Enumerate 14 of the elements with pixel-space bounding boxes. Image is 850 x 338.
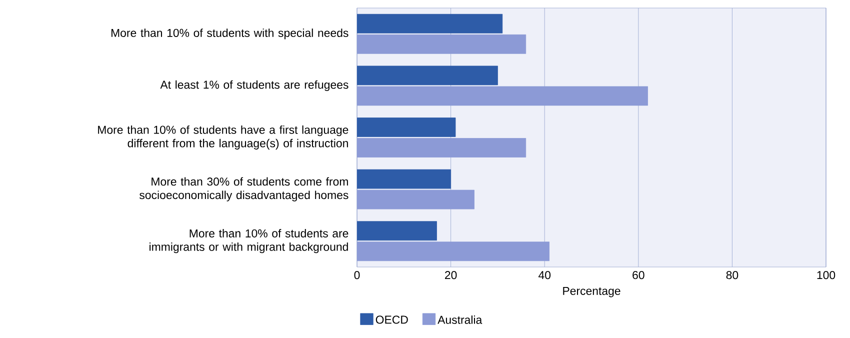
x-tick-label: 60 bbox=[632, 271, 644, 280]
y-tick-label: More than 10% of students with special needs bbox=[111, 28, 348, 40]
x-tick-label: 100 bbox=[817, 271, 836, 280]
y-tick-label: More than 30% of students come from socioeconomically disadvantaged homes bbox=[140, 177, 348, 202]
y-tick-label: More than 10% of students are immigrants or with migrant background bbox=[150, 229, 348, 254]
y-tick-label: More than 10% of students have a first language different from the language(s) of instruction bbox=[98, 125, 348, 150]
legend-label: OECD bbox=[376, 316, 408, 324]
x-tick-label: 0 bbox=[354, 271, 360, 280]
y-tick-label: At least 1% of students are refugees bbox=[160, 80, 348, 92]
legend-label: Australia bbox=[438, 316, 482, 324]
x-tick-label: 20 bbox=[445, 271, 457, 280]
x-tick-label: 40 bbox=[538, 271, 551, 280]
x-tick-label: 80 bbox=[726, 271, 738, 280]
x-axis-title: Percentage bbox=[563, 286, 620, 298]
